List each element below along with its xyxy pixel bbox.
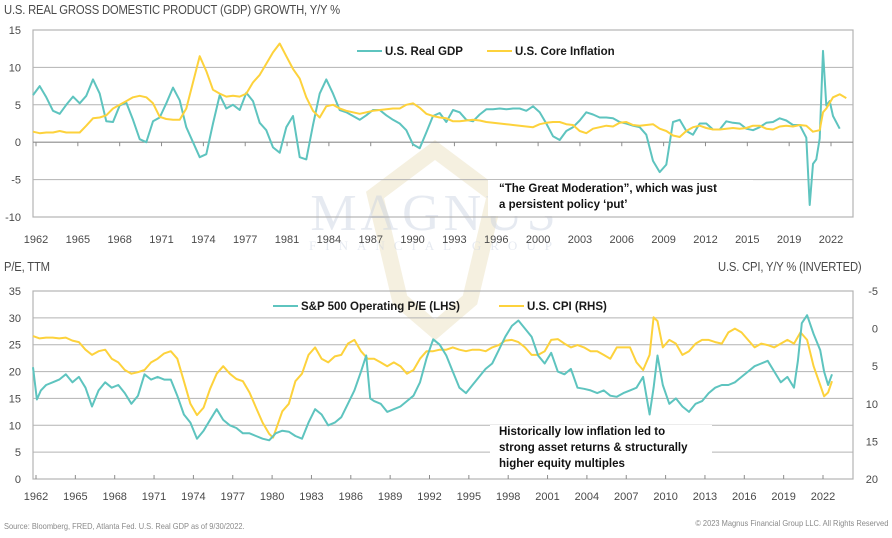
- top-x-tick-label: 2009: [651, 234, 675, 246]
- bottom-x-tick-label: 2010: [653, 491, 677, 503]
- top-x-tick-label: 1984: [317, 234, 341, 246]
- top-x-tick-label: 1965: [66, 234, 90, 246]
- bottom-x-tick-label: 1974: [181, 491, 205, 503]
- legend-core-inflation-label: U.S. Core Inflation: [515, 46, 615, 58]
- bottom-x-tick-label: 1983: [299, 491, 323, 503]
- bottom-annotation-line: higher equity multiples: [499, 458, 625, 470]
- bottom-right-y-tick-label: 5: [872, 361, 878, 373]
- top-y-tick-label: 15: [9, 25, 21, 37]
- bottom-left-y-tick-label: 30: [9, 313, 21, 325]
- bottom-right-y-tick-label: 20: [866, 474, 878, 486]
- source-note: Source: Bloomberg, FRED, Atlanta Fed. U.…: [4, 521, 245, 531]
- bottom-plot-frame: [32, 290, 854, 480]
- copyright-note: © 2023 Magnus Financial Group LLC. All R…: [694, 518, 888, 528]
- legend-pe-ratio-label: S&P 500 Operating P/E (LHS): [301, 301, 460, 313]
- top-x-tick-label: 1996: [484, 234, 508, 246]
- bottom-x-tick-label: 2001: [535, 491, 559, 503]
- top-y-tick-label: 10: [9, 62, 21, 74]
- top-y-tick-label: -5: [11, 175, 21, 187]
- top-x-tick-label: 1971: [149, 234, 173, 246]
- bottom-left-y-tick-label: 15: [9, 393, 21, 405]
- top-y-tick-label: -10: [5, 212, 21, 224]
- bottom-left-y-tick-label: 0: [15, 474, 21, 486]
- bottom-x-tick-label: 1965: [63, 491, 87, 503]
- pe-ratio-line: [32, 314, 833, 442]
- top-y-tick-label: 0: [15, 137, 21, 149]
- bottom-x-tick-label: 1992: [417, 491, 441, 503]
- bottom-chart: 35 30 25 20 15 10 5 0 -5 0 5 10 15 20 1962 1965 1968 1971…: [9, 286, 878, 503]
- bottom-x-tick-label: 1986: [339, 491, 363, 503]
- bottom-left-axis-title: P/E, TTM: [4, 260, 50, 274]
- top-x-tick-label: 2019: [777, 234, 801, 246]
- bottom-left-y-tick-label: 5: [15, 447, 21, 459]
- bottom-x-tick-label: 1998: [496, 491, 520, 503]
- bottom-left-y-tick-label: 25: [9, 340, 21, 352]
- bottom-right-y-tick-label: 10: [866, 399, 878, 411]
- bottom-annotation-line: Historically low inflation led to: [499, 426, 665, 438]
- bottom-x-tick-label: 2019: [771, 491, 795, 503]
- top-x-tick-label: 1987: [358, 234, 382, 246]
- bottom-x-tick-label: 1989: [378, 491, 402, 503]
- bottom-x-tick-label: 2016: [732, 491, 756, 503]
- legend-cpi-label: U.S. CPI (RHS): [527, 301, 607, 313]
- top-x-tick-label: 1974: [191, 234, 215, 246]
- top-x-tick-label: 2000: [526, 234, 550, 246]
- legend-gdp-label: U.S. Real GDP: [385, 46, 463, 58]
- bottom-right-y-tick-label: 0: [872, 324, 878, 336]
- top-annotation-line: a persistent policy ‘put’: [499, 199, 627, 211]
- bottom-annotation-line: strong asset returns & structurally: [499, 442, 688, 454]
- bottom-left-y-tick-label: 35: [9, 286, 21, 298]
- bottom-left-y-tick-label: 20: [9, 367, 21, 379]
- bottom-x-tick-label: 2004: [575, 491, 599, 503]
- bottom-x-tick-label: 2007: [614, 491, 638, 503]
- top-x-tick-label: 1977: [233, 234, 257, 246]
- bottom-x-tick-label: 1977: [221, 491, 245, 503]
- bottom-x-tick-label: 2022: [811, 491, 835, 503]
- top-x-tick-label: 1990: [400, 234, 424, 246]
- top-x-tick-label: 2003: [568, 234, 592, 246]
- bottom-x-tick-label: 2013: [693, 491, 717, 503]
- top-x-tick-label: 1993: [442, 234, 466, 246]
- bottom-right-y-tick-label: 15: [866, 436, 878, 448]
- top-x-tick-label: 2012: [693, 234, 717, 246]
- core-inflation-line: [32, 42, 847, 138]
- bottom-x-tick-label: 1971: [142, 491, 166, 503]
- bottom-x-tick-label: 1962: [24, 491, 48, 503]
- top-x-tick-label: 1962: [24, 234, 48, 246]
- bottom-x-tick-label: 1995: [457, 491, 481, 503]
- top-y-tick-label: 5: [15, 100, 21, 112]
- top-annotation-line: “The Great Moderation”, which was just: [499, 183, 717, 195]
- cpi-line: [32, 316, 833, 439]
- bottom-right-y-tick-label: -5: [868, 286, 878, 298]
- bottom-annotation-background: [490, 425, 712, 473]
- watermark-subtitle: FINANCIAL GROUP: [309, 238, 561, 253]
- bottom-left-y-tick-label: 10: [9, 420, 21, 432]
- top-annotation-background: [488, 180, 753, 216]
- top-x-tick-label: 2022: [819, 234, 843, 246]
- bottom-x-tick-label: 1968: [102, 491, 126, 503]
- top-x-tick-label: 2015: [735, 234, 759, 246]
- top-x-tick-label: 2006: [610, 234, 634, 246]
- top-chart-title: U.S. REAL GROSS DOMESTIC PRODUCT (GDP) G…: [4, 3, 340, 17]
- bottom-x-tick-label: 1980: [260, 491, 284, 503]
- gdp-line: [32, 49, 841, 206]
- top-x-tick-label: 1968: [107, 234, 131, 246]
- watermark-shield-shape: [366, 140, 504, 341]
- top-x-tick-label: 1981: [275, 234, 299, 246]
- bottom-right-axis-title: U.S. CPI, Y/Y % (INVERTED): [718, 260, 862, 274]
